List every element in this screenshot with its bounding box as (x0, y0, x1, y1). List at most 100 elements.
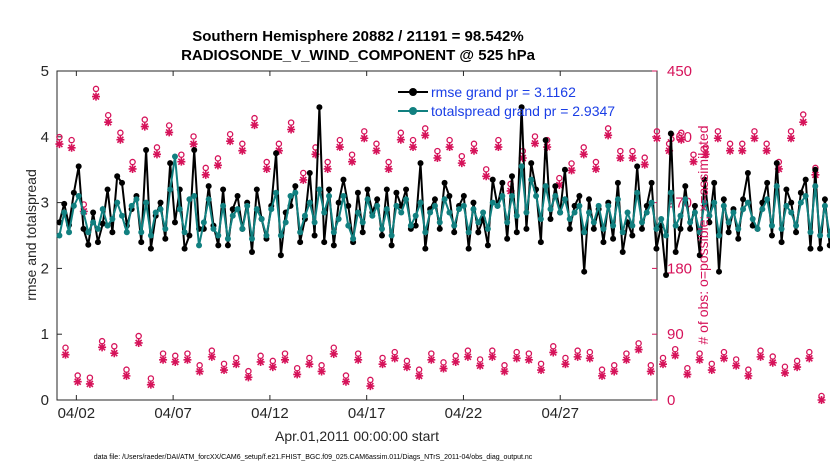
obs-possible-point (165, 122, 173, 129)
rmse-point (205, 183, 212, 190)
rmse-point (311, 232, 318, 239)
totalspread-point (740, 206, 747, 213)
totalspread-point (412, 212, 419, 219)
totalspread-point (114, 199, 121, 206)
obs-assimilated-point (793, 363, 802, 372)
totalspread-point (229, 212, 236, 219)
rmse-point (191, 146, 198, 153)
rmse-point (104, 186, 111, 193)
totalspread-point (504, 219, 511, 226)
totalspread-point (677, 212, 684, 219)
obs-possible-point (617, 147, 624, 155)
obs-possible-point (336, 136, 344, 144)
totalspread-point (70, 202, 77, 209)
obs-assimilated-point (598, 371, 607, 380)
rmse-point (90, 209, 97, 216)
x-axis: 04/02 04/07 04/12 04/17 04/22 04/27 (58, 71, 579, 422)
rmse-point (663, 271, 670, 278)
totalspread-point (571, 209, 578, 216)
y-axis-left: 0 1 2 3 4 5 (41, 63, 62, 409)
obs-assimilated-point (463, 352, 472, 361)
x-tick-label: 04/07 (154, 405, 192, 422)
totalspread-point (321, 209, 328, 216)
obs-possible-point (629, 147, 636, 155)
totalspread-point (629, 222, 636, 229)
totalspread-point (85, 229, 92, 236)
obs-possible-point (671, 345, 679, 353)
totalspread-point (773, 183, 780, 190)
obs-possible-point (385, 158, 392, 166)
rmse-point (422, 245, 429, 252)
obs-assimilated-point (281, 355, 289, 364)
obs-assimilated-point (707, 366, 716, 375)
totalspread-point (489, 199, 496, 206)
legend-spread-label: totalspread grand pr = 2.9347 (431, 103, 615, 119)
totalspread-point (494, 202, 501, 209)
obs-possible-point (361, 128, 368, 135)
y2-tick-label: 0 (667, 392, 675, 409)
rmse-point (162, 235, 169, 242)
totalspread-point (528, 176, 535, 183)
obs-possible-point (275, 140, 283, 148)
totalspread-point (133, 196, 140, 203)
obs-possible-point (787, 128, 795, 135)
rmse-point (614, 179, 621, 186)
rmse-point (716, 268, 723, 275)
rmse-point (504, 235, 511, 242)
rmse-point (773, 160, 780, 167)
totalspread-series (56, 153, 830, 249)
rmse-point (484, 242, 491, 249)
rmse-point (788, 199, 795, 206)
totalspread-point (778, 225, 785, 232)
rmse-point (518, 104, 525, 111)
obs-assimilated-point (67, 143, 76, 152)
obs-possible-point (659, 354, 667, 362)
totalspread-point (595, 202, 602, 209)
totalspread-point (354, 209, 361, 216)
totalspread-point (90, 219, 97, 226)
totalspread-point (711, 199, 718, 206)
obs-assimilated-point (628, 154, 637, 163)
rmse-point (465, 245, 472, 252)
totalspread-point (340, 193, 347, 200)
rmse-point (229, 206, 236, 213)
obs-assimilated-point (293, 370, 302, 379)
rmse-point (80, 225, 87, 232)
y2-tick-label: 180 (667, 260, 692, 277)
totalspread-point (658, 216, 665, 223)
rmse-point (417, 160, 424, 167)
obs-possible-point (239, 140, 246, 148)
rmse-point (610, 235, 617, 242)
obs-possible-point (300, 169, 307, 177)
obs-assimilated-point (85, 379, 94, 388)
totalspread-point (147, 232, 154, 239)
obs-possible-point (745, 366, 752, 373)
rmse-point (374, 196, 381, 203)
rmse-point (354, 189, 361, 196)
obs-assimilated-point (402, 363, 411, 372)
rmse-point (802, 176, 809, 183)
obs-assimilated-point (470, 146, 478, 155)
rmse-point (316, 104, 323, 111)
totalspread-point (287, 193, 294, 200)
obs-assimilated-point (750, 134, 759, 143)
rmse-point (634, 163, 641, 170)
obs-possible-point (799, 111, 807, 118)
obs-assimilated-point (774, 164, 783, 173)
obs-possible-point (251, 114, 258, 122)
rmse-point (321, 239, 328, 246)
rmse-point (711, 179, 718, 186)
obs-assimilated-point (409, 143, 418, 152)
obs-assimilated-point (250, 121, 259, 130)
obs-possible-point (446, 136, 453, 144)
obs-possible-point (720, 348, 728, 356)
obs-possible-point (56, 133, 63, 141)
obs-possible-point (714, 128, 722, 135)
rmse-point (807, 245, 814, 252)
rmse-point (682, 183, 689, 190)
totalspread-point (484, 225, 491, 232)
obs-assimilated-point (274, 146, 283, 155)
totalspread-point (152, 209, 159, 216)
obs-assimilated-point (604, 131, 613, 140)
obs-possible-point (202, 164, 209, 172)
